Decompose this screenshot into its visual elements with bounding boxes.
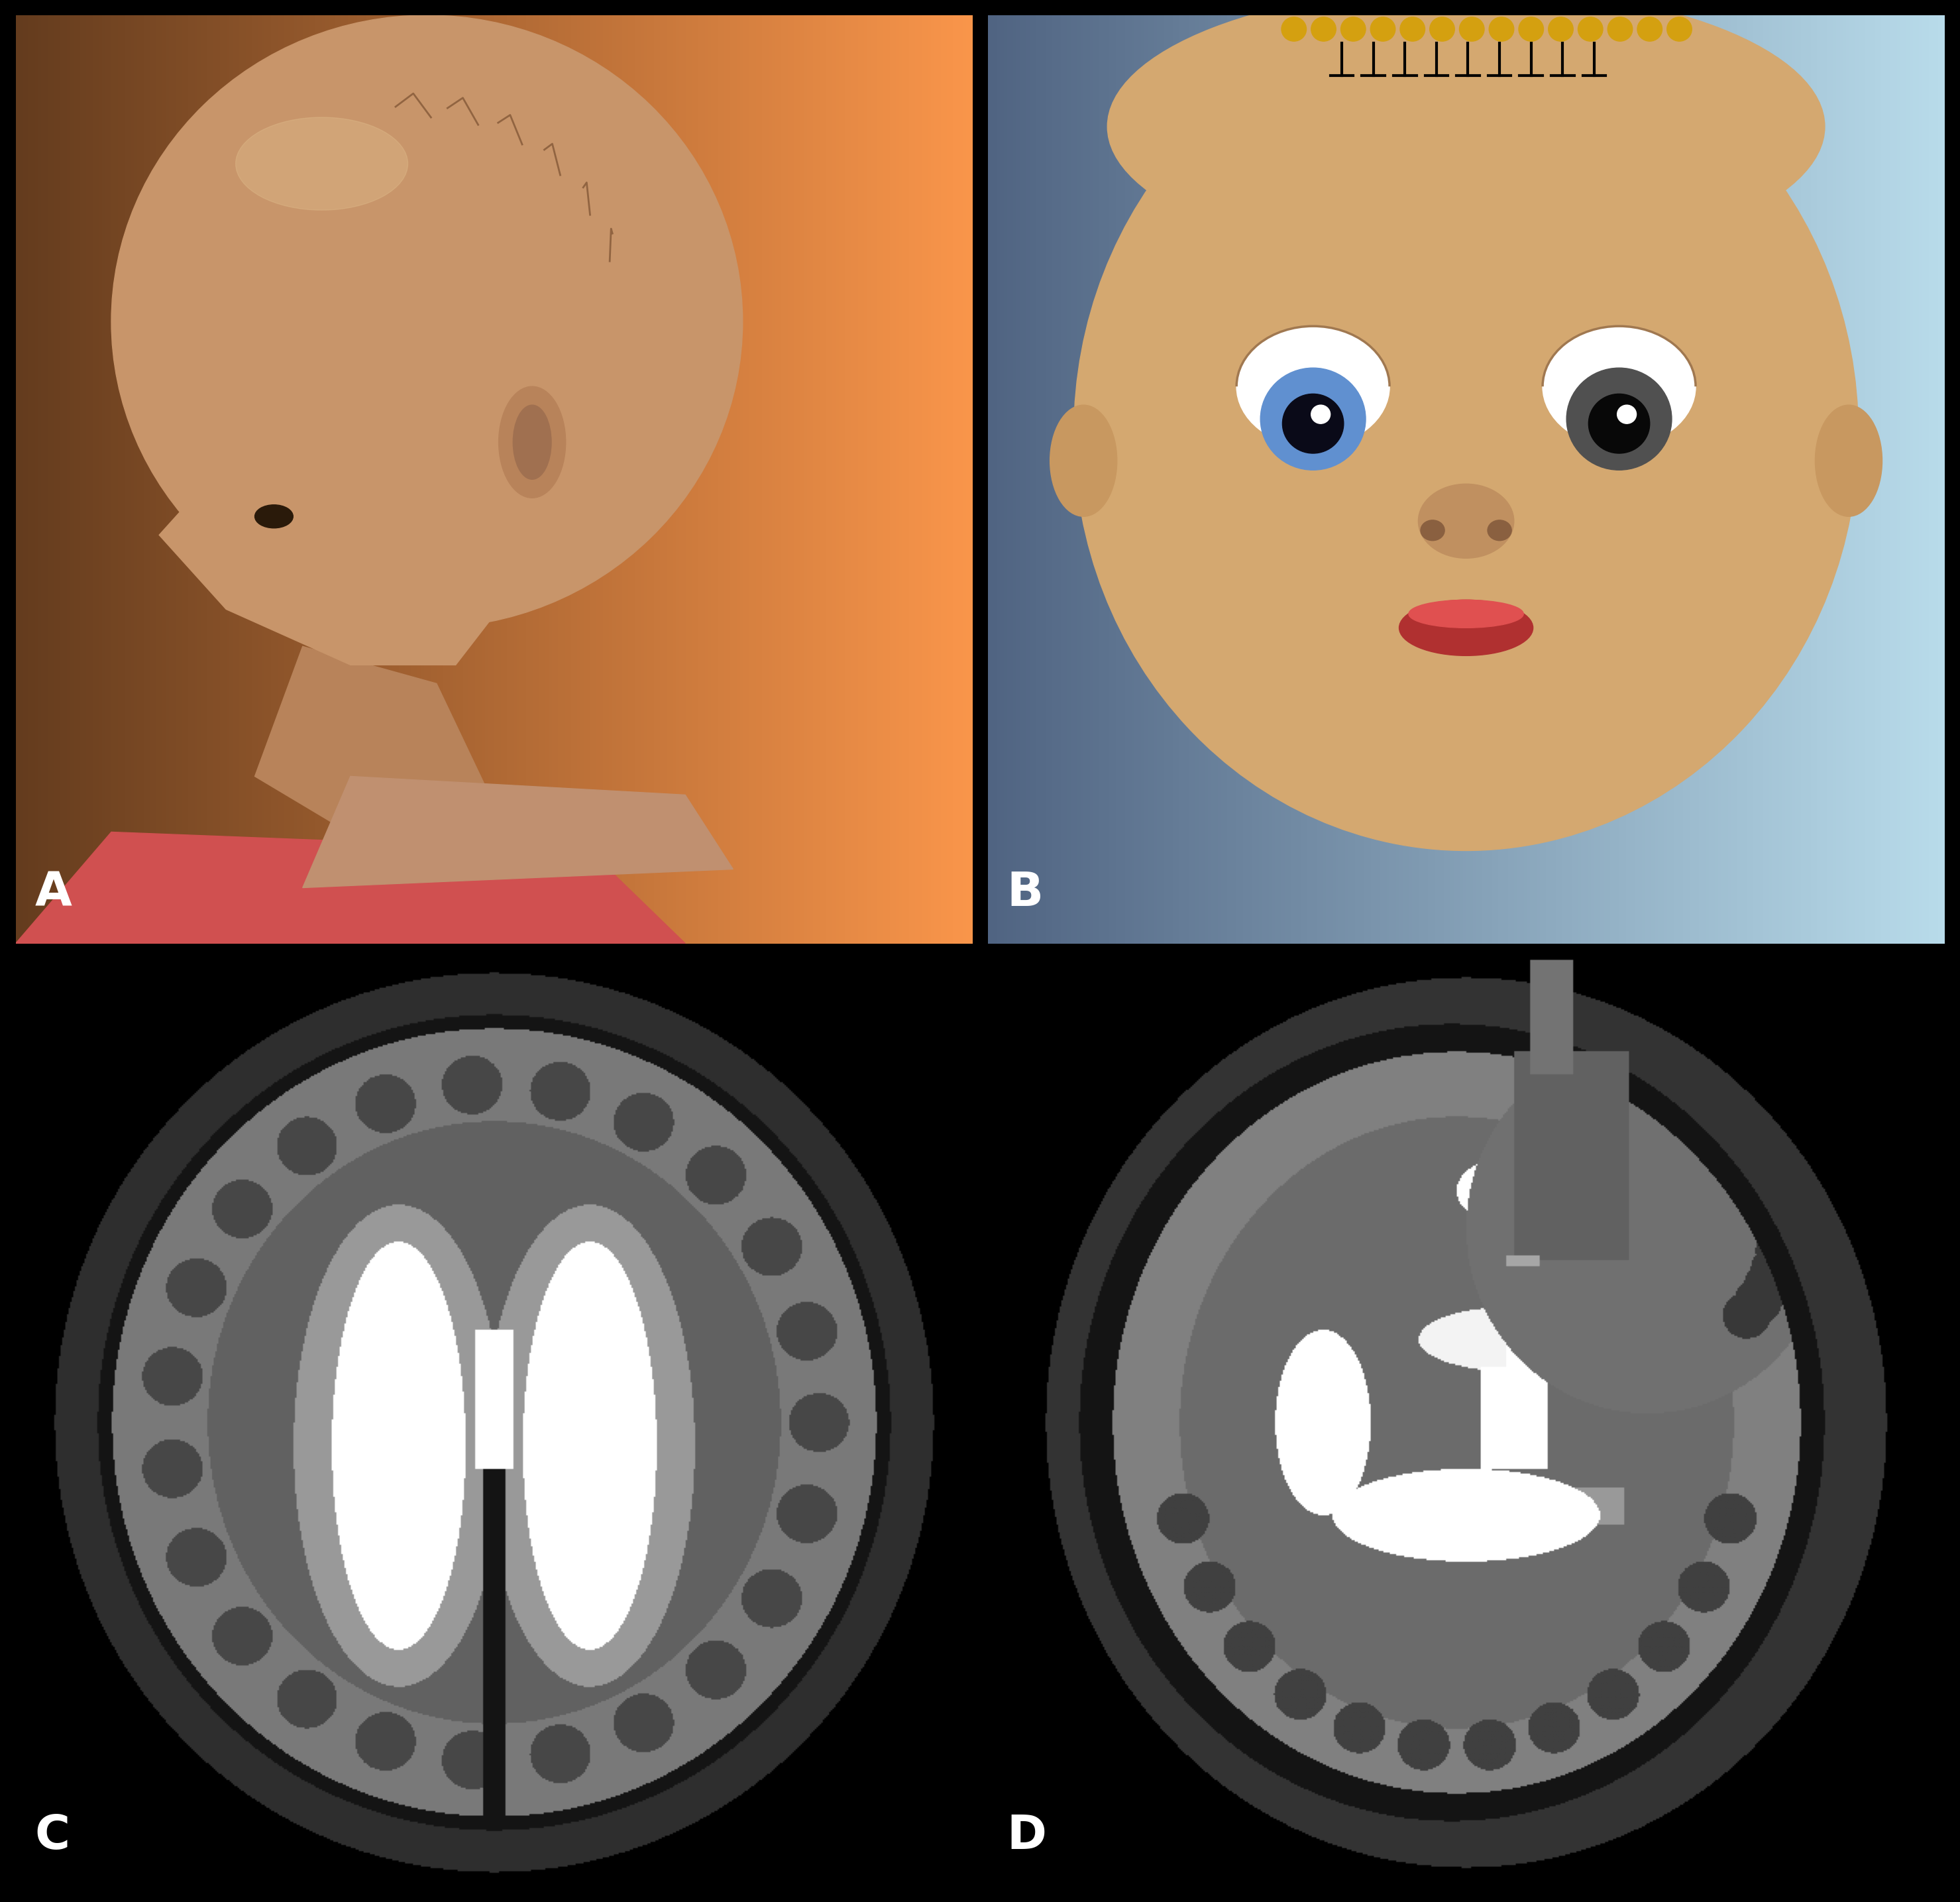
Circle shape (1282, 394, 1345, 453)
Text: B: B (1007, 869, 1043, 915)
Ellipse shape (498, 386, 566, 498)
Polygon shape (302, 776, 733, 888)
Ellipse shape (1237, 325, 1390, 447)
Polygon shape (16, 831, 686, 943)
Circle shape (1341, 17, 1366, 42)
Ellipse shape (514, 405, 551, 479)
Polygon shape (255, 647, 494, 850)
Circle shape (1311, 405, 1331, 424)
Circle shape (1617, 405, 1637, 424)
Circle shape (1607, 17, 1633, 42)
Ellipse shape (1051, 405, 1117, 517)
Ellipse shape (1419, 483, 1513, 557)
Text: A: A (35, 869, 73, 915)
Circle shape (1566, 367, 1672, 470)
Text: C: C (35, 1813, 71, 1858)
Circle shape (1519, 17, 1544, 42)
Ellipse shape (1815, 405, 1882, 517)
Ellipse shape (1107, 0, 1825, 266)
Circle shape (1429, 17, 1454, 42)
Circle shape (1548, 17, 1574, 42)
Circle shape (1490, 17, 1513, 42)
Circle shape (1460, 17, 1484, 42)
Circle shape (112, 15, 743, 628)
Ellipse shape (1488, 519, 1511, 540)
Circle shape (1578, 17, 1603, 42)
Ellipse shape (1274, 673, 1658, 841)
Circle shape (1311, 17, 1337, 42)
Circle shape (1370, 17, 1396, 42)
Circle shape (1588, 394, 1650, 453)
Circle shape (1637, 17, 1662, 42)
Ellipse shape (1421, 519, 1445, 540)
Text: D: D (1007, 1813, 1047, 1858)
Ellipse shape (1543, 325, 1695, 447)
Ellipse shape (255, 504, 294, 529)
Circle shape (1666, 17, 1691, 42)
Circle shape (1260, 367, 1366, 470)
Ellipse shape (1409, 599, 1523, 628)
Circle shape (1399, 17, 1425, 42)
Polygon shape (159, 424, 514, 666)
Ellipse shape (235, 118, 408, 209)
Circle shape (1282, 17, 1307, 42)
Ellipse shape (1399, 599, 1533, 656)
Ellipse shape (1074, 15, 1858, 850)
